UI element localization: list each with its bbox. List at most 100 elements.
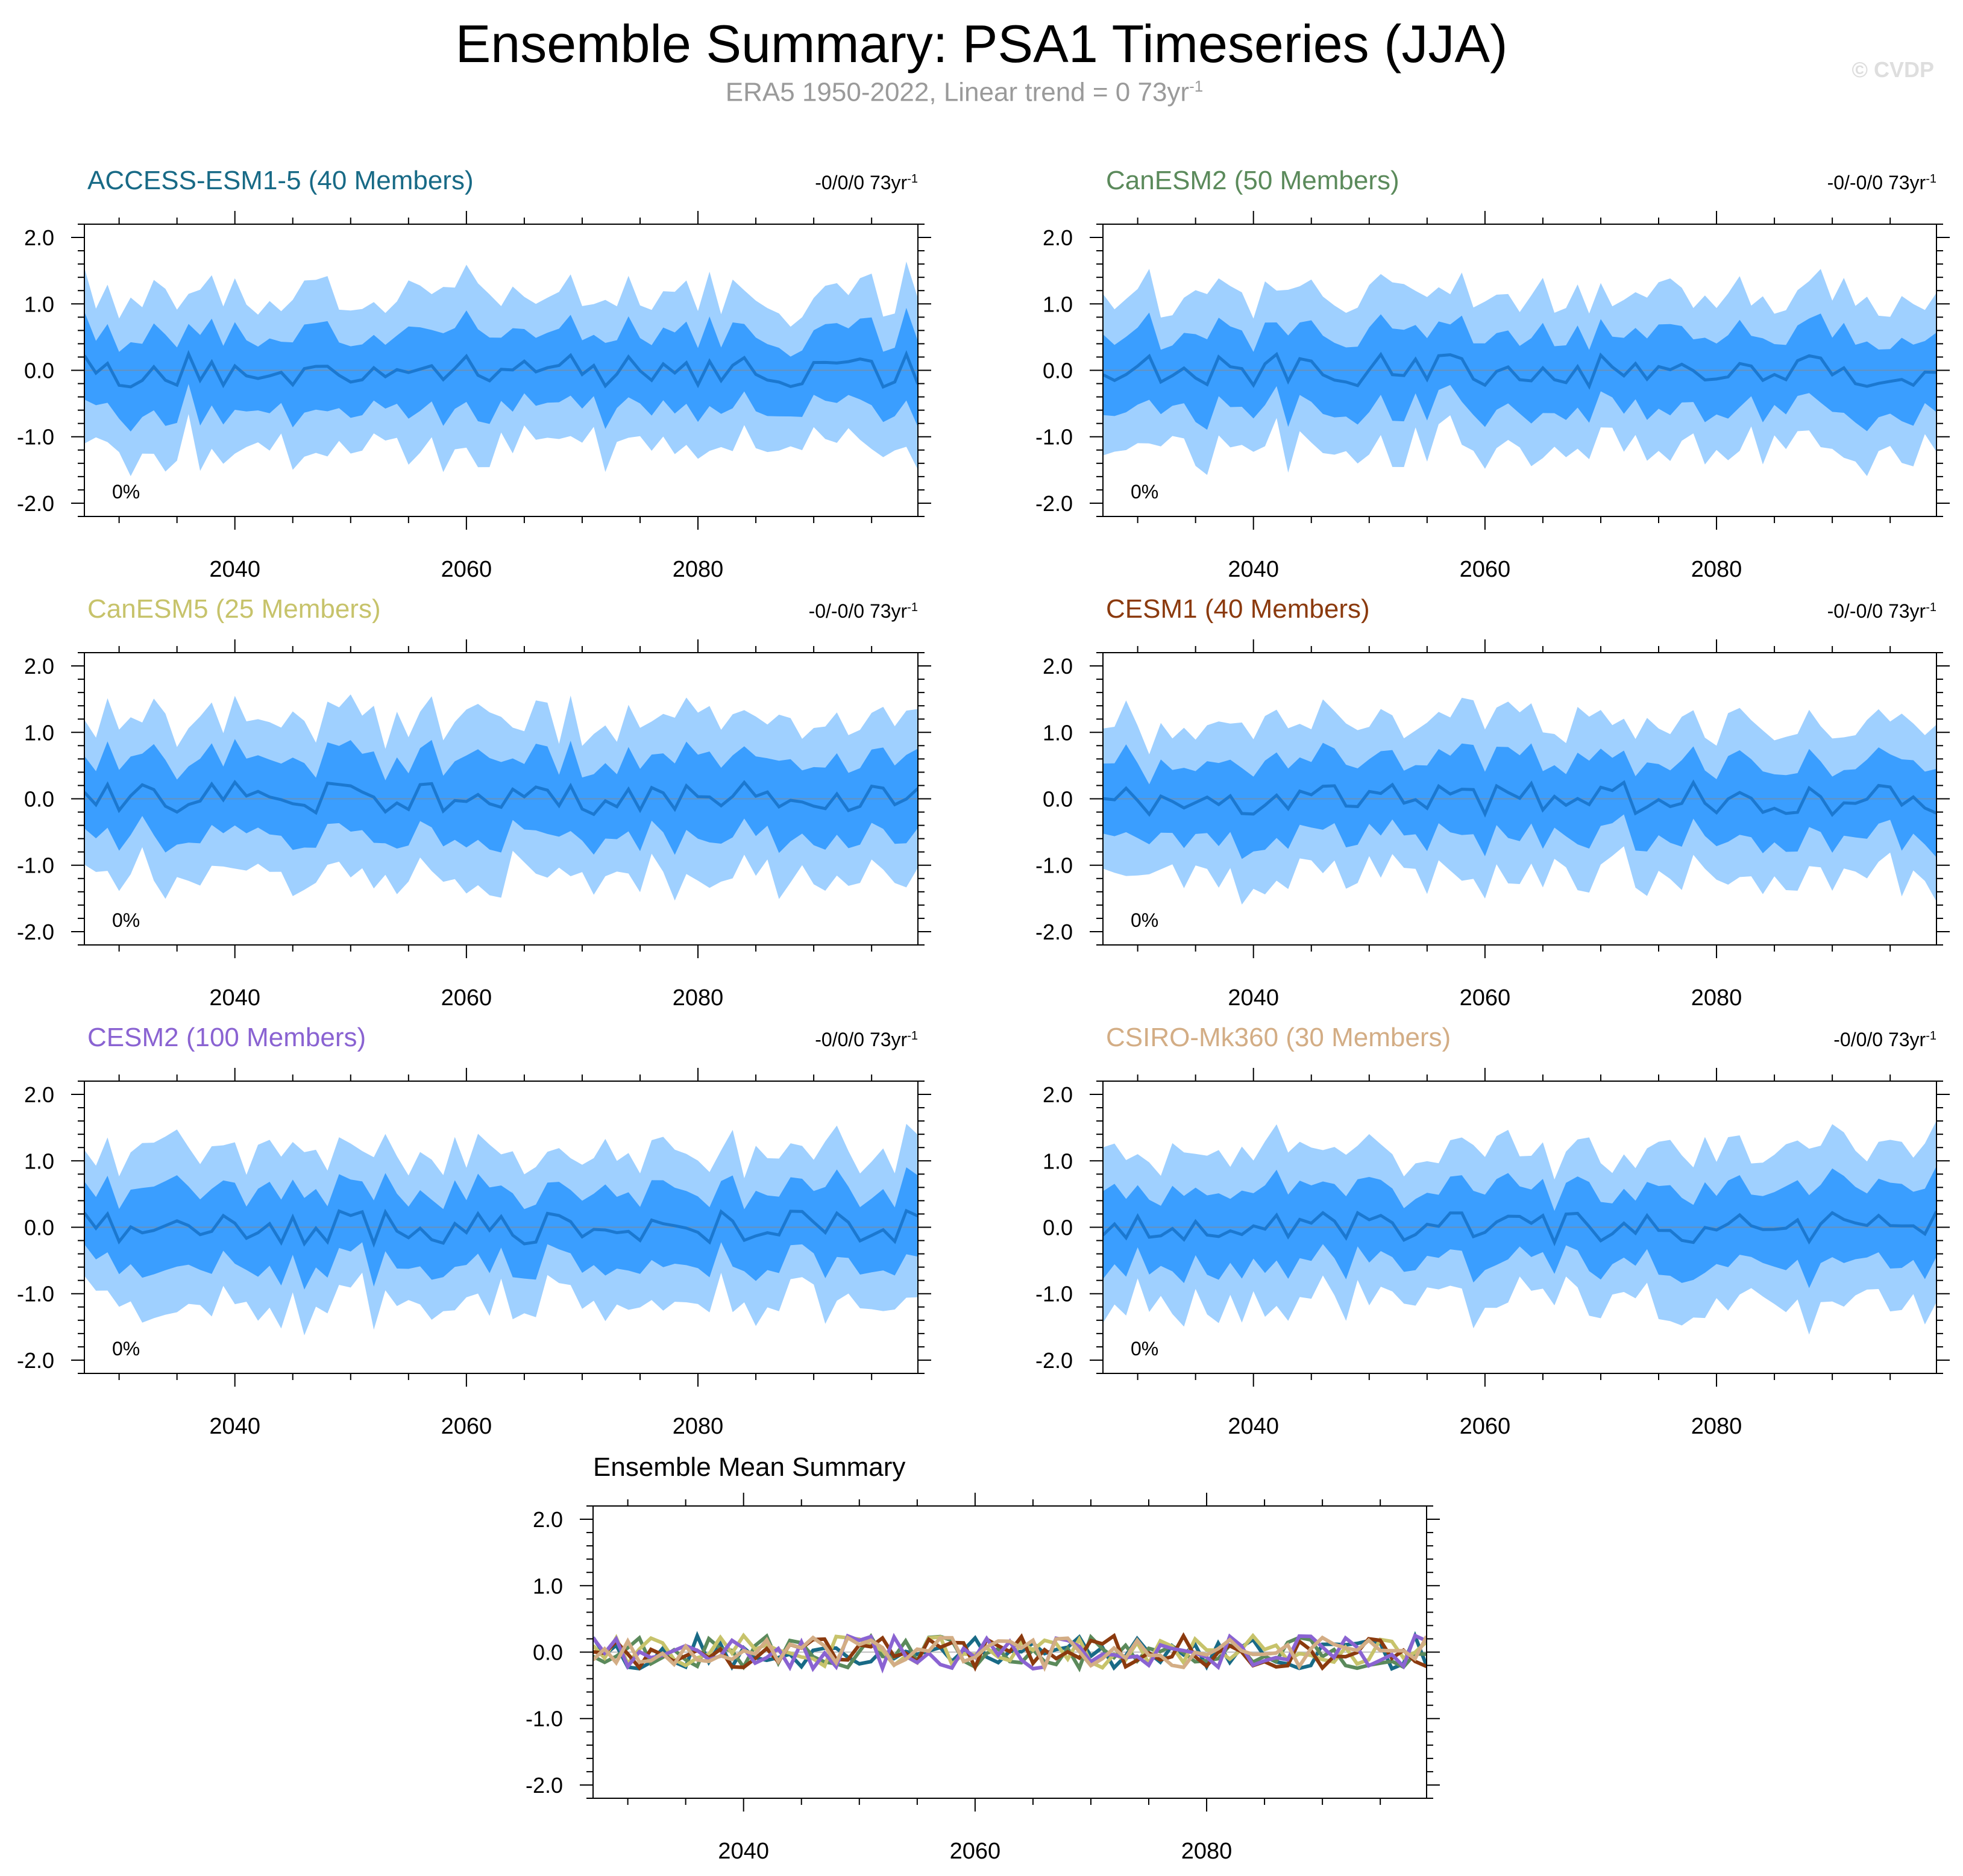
y-tick-label: 0.0: [1043, 1216, 1073, 1240]
x-tick-label: 2080: [1691, 557, 1742, 582]
y-tick-label: -1.0: [1035, 1282, 1073, 1307]
y-tick-label: -1.0: [526, 1707, 563, 1731]
panel-title: Ensemble Mean Summary: [593, 1452, 905, 1482]
y-tick-label: 2.0: [24, 654, 54, 679]
y-tick-label: 1.0: [1043, 720, 1073, 745]
panel-canesm2: 2.0 1.0 0.0 -1.0 -2.0 2040 2060 2080 CanESM2 (50…: [1035, 166, 1950, 582]
panel-title: CanESM2 (50 Members): [1106, 166, 1399, 195]
panel-cesm1: 2.0 1.0 0.0 -1.0 -2.0 2040 2060 2080 CESM1 (40 M…: [1035, 594, 1950, 1011]
percent-label: 0%: [112, 909, 140, 931]
percent-label: 0%: [112, 481, 140, 503]
percent-label: 0%: [112, 1338, 140, 1360]
x-tick-label: 2080: [673, 557, 724, 582]
y-tick-label: 1.0: [1043, 1149, 1073, 1173]
trend-label: -0/-0/0 73yr-1: [1827, 600, 1936, 622]
y-tick-label: 2.0: [24, 225, 54, 250]
trend-unit-exponent: -1: [907, 601, 918, 614]
trend-unit-exponent: -1: [907, 1029, 918, 1043]
trend-unit-exponent: -1: [907, 172, 918, 186]
plot-area: [84, 261, 918, 477]
y-tick-label: 2.0: [24, 1082, 54, 1107]
x-tick-label: 2040: [209, 985, 260, 1011]
y-tick-label: -2.0: [1035, 1348, 1073, 1373]
ensemble-mean-line: [1103, 779, 1936, 818]
y-tick-label: 1.0: [24, 1149, 54, 1173]
ensemble-mean-series-line: [593, 1635, 1427, 1672]
percent-label: 0%: [1131, 481, 1158, 503]
x-tick-label: 2080: [673, 1414, 724, 1439]
x-tick-label: 2080: [673, 985, 724, 1011]
y-tick-label: 1.0: [24, 720, 54, 745]
y-tick-label: 0.0: [24, 1216, 54, 1240]
trend-label: -0/-0/0 73yr-1: [809, 600, 918, 622]
plot-area: [1103, 697, 1936, 905]
panel-csiro-mk360: 2.0 1.0 0.0 -1.0 -2.0 2040 2060 2080 CSIRO-Mk360…: [1035, 1023, 1950, 1439]
panel-title: ACCESS-ESM1-5 (40 Members): [87, 166, 474, 195]
y-tick-label: -1.0: [1035, 425, 1073, 450]
ensemble-mean-line: [84, 779, 918, 817]
y-tick-label: -1.0: [1035, 853, 1073, 878]
y-tick-label: -1.0: [17, 425, 54, 450]
panel-access-esm1-5: 2.0 1.0 0.0 -1.0 -2.0 2040 2060 2080 ACCESS-ESM1…: [17, 166, 931, 582]
plot-area: [1103, 269, 1936, 476]
y-tick-label: 1.0: [24, 292, 54, 316]
y-tick-label: 2.0: [1043, 1082, 1073, 1107]
panel-cesm2: 2.0 1.0 0.0 -1.0 -2.0 2040 2060 2080 CESM2 (100 …: [17, 1023, 931, 1439]
y-tick-label: -1.0: [17, 853, 54, 878]
ensemble-mean-line: [1103, 1211, 1936, 1247]
copyright-label: © CVDP: [1852, 57, 1934, 82]
ensemble-mean-line: [84, 1208, 918, 1248]
trend-label: -0/0/0 73yr-1: [1833, 1029, 1936, 1050]
trend-unit-exponent: -1: [1926, 601, 1936, 614]
inner-spread-band: [84, 1167, 918, 1290]
x-tick-label: 2060: [441, 1414, 492, 1439]
subtitle-unit-exponent: -1: [1189, 77, 1204, 95]
trend-unit-exponent: -1: [1926, 172, 1936, 186]
x-tick-label: 2040: [209, 557, 260, 582]
panel-title: CESM1 (40 Members): [1106, 594, 1370, 624]
x-tick-label: 2040: [1228, 985, 1279, 1011]
inner-spread-band: [1103, 312, 1936, 431]
y-tick-label: -1.0: [17, 1282, 54, 1307]
percent-label: 0%: [1131, 1338, 1158, 1360]
y-tick-label: 1.0: [533, 1573, 563, 1598]
trend-unit-exponent: -1: [1926, 1029, 1936, 1043]
y-tick-label: 0.0: [24, 787, 54, 812]
inner-spread-band: [1103, 742, 1936, 859]
ensemble-mean-series-line: [593, 1632, 1427, 1672]
x-tick-label: 2080: [1691, 985, 1742, 1011]
y-tick-label: 0.0: [1043, 787, 1073, 812]
subtitle-text: ERA5 1950-2022, Linear trend = 0 73yr: [725, 77, 1190, 107]
x-tick-label: 2080: [1181, 1839, 1233, 1864]
x-tick-label: 2080: [1691, 1414, 1742, 1439]
y-tick-label: 2.0: [1043, 225, 1073, 250]
y-tick-label: 0.0: [533, 1640, 563, 1665]
x-tick-label: 2060: [1460, 1414, 1511, 1439]
ensemble-mean-line: [84, 350, 918, 389]
x-tick-label: 2060: [950, 1839, 1001, 1864]
x-tick-label: 2060: [1460, 985, 1511, 1011]
trend-label: -0/0/0 73yr-1: [815, 172, 918, 193]
panel-title: CanESM5 (25 Members): [87, 594, 381, 624]
y-tick-label: -2.0: [17, 1348, 54, 1373]
page-title: Ensemble Summary: PSA1 Timeseries (JJA): [455, 14, 1508, 74]
inner-spread-band: [84, 739, 918, 855]
percent-label: 0%: [1131, 909, 1158, 931]
x-tick-label: 2040: [1228, 557, 1279, 582]
trend-label: -0/-0/0 73yr-1: [1827, 172, 1936, 193]
y-tick-label: 0.0: [24, 359, 54, 383]
y-tick-label: 0.0: [1043, 359, 1073, 383]
x-tick-label: 2040: [718, 1839, 769, 1864]
y-tick-label: -2.0: [17, 491, 54, 516]
plot-area: [593, 1631, 1427, 1674]
y-tick-label: -2.0: [17, 920, 54, 944]
y-tick-label: -2.0: [1035, 920, 1073, 944]
ensemble-mean-line: [1103, 351, 1936, 390]
panel-canesm5: 2.0 1.0 0.0 -1.0 -2.0 2040 2060 2080 CanESM5 (25…: [17, 594, 931, 1011]
y-tick-label: 1.0: [1043, 292, 1073, 316]
y-tick-label: -2.0: [526, 1773, 563, 1798]
x-tick-label: 2040: [1228, 1414, 1279, 1439]
x-tick-label: 2060: [441, 985, 492, 1011]
panel-ensemble-mean-summary: 2.0 1.0 0.0 -1.0 -2.0 2040 2060 2080 Ensemble Me…: [526, 1452, 1440, 1864]
panel-title: CSIRO-Mk360 (30 Members): [1106, 1023, 1451, 1052]
